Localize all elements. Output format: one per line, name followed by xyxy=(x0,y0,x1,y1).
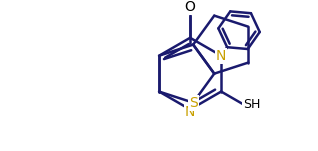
Text: SH: SH xyxy=(243,98,260,111)
Text: N: N xyxy=(216,49,226,63)
Text: O: O xyxy=(185,0,196,14)
Text: N: N xyxy=(185,105,195,119)
Text: S: S xyxy=(189,96,197,110)
